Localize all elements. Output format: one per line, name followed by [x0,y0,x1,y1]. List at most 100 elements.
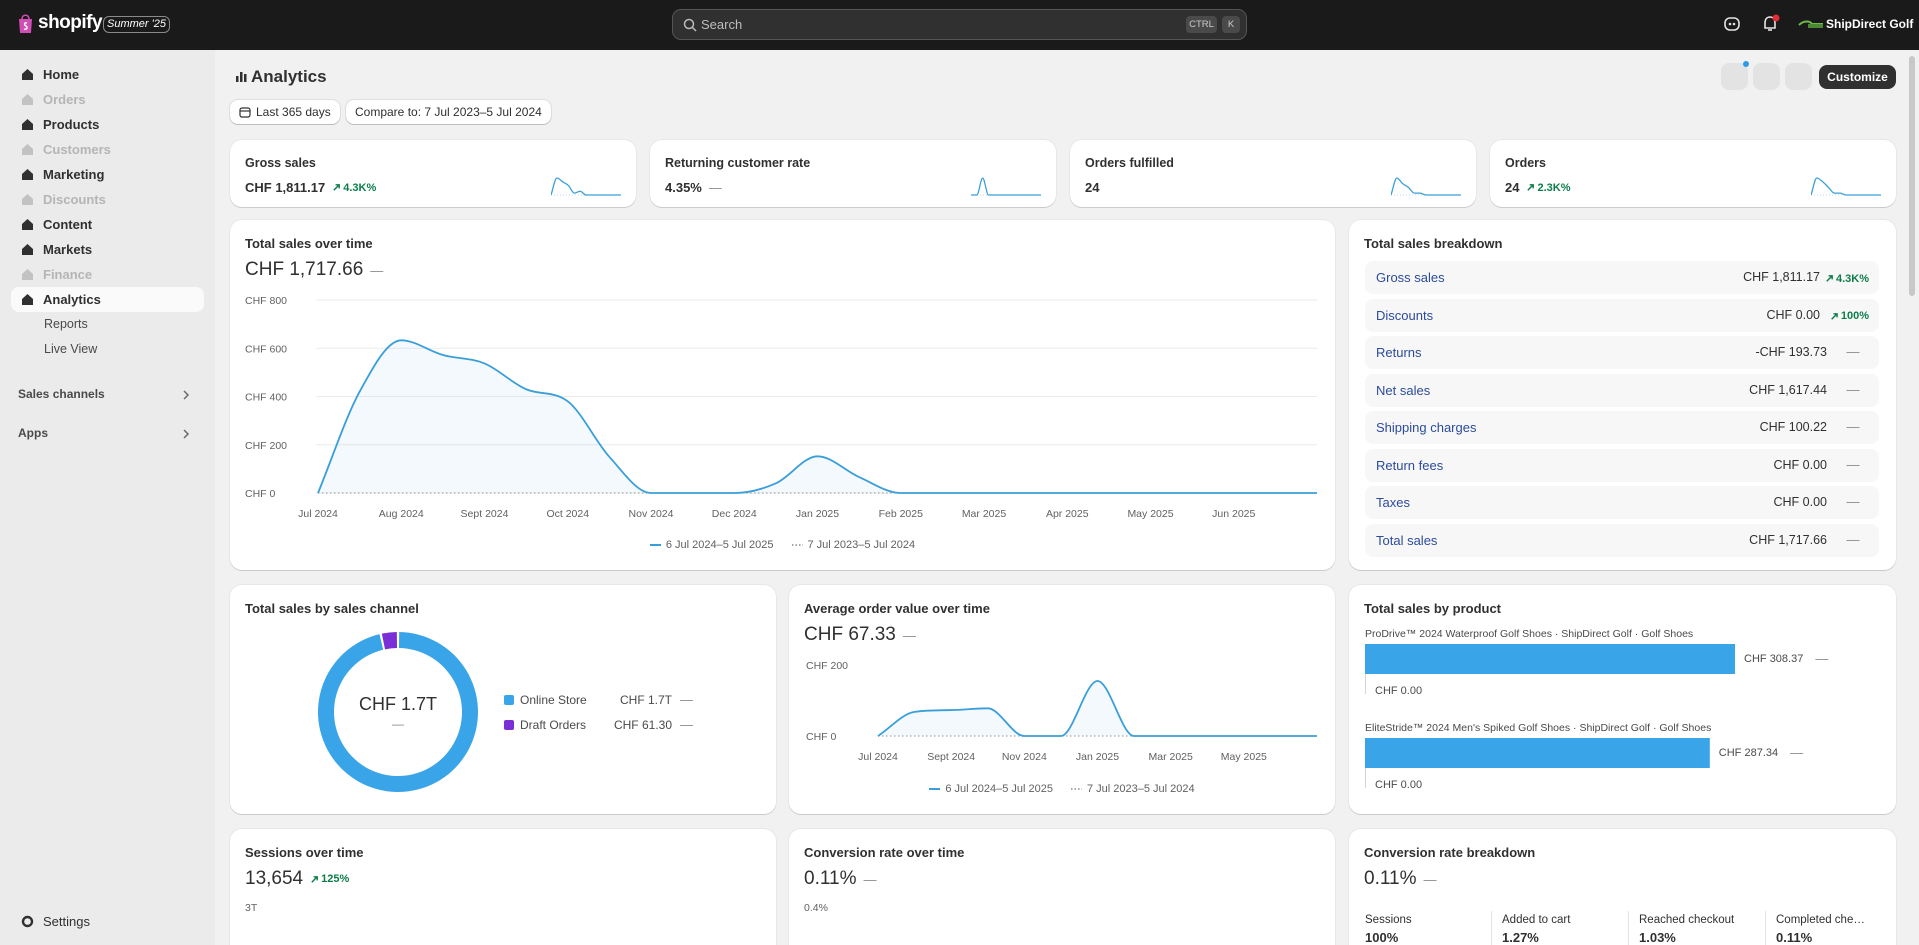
nav-label: Marketing [43,167,105,182]
kpi-card[interactable]: Returning customer rate 4.35% — [650,140,1056,207]
nav-label: Orders [43,92,86,107]
breakdown-label[interactable]: Gross sales [1376,270,1445,285]
settings-icon [21,915,34,928]
icon-button[interactable] [1785,63,1812,90]
calendar-icon [239,107,251,118]
notifications-icon[interactable] [1761,14,1781,34]
breakdown-label[interactable]: Net sales [1376,382,1431,398]
x-tick-label: May 2025 [1221,751,1267,763]
breakdown-label[interactable]: Shipping charges [1376,420,1477,435]
change-indicator: — [1847,344,1860,359]
legend-entry[interactable]: 7 Jul 2023–5 Jul 2024 [791,539,915,551]
y-tick-label: CHF 800 [245,295,287,307]
x-tick-label: Nov 2024 [629,508,674,520]
icon-shape [22,244,33,255]
change-indicator: — [863,872,876,887]
nav-item[interactable]: Markets [11,237,204,262]
breakdown-change-wrap: — [1847,344,1860,359]
change-text: — [1423,871,1437,887]
icon-button[interactable] [1753,63,1780,90]
legend-entry[interactable]: 6 Jul 2024–5 Jul 2025 [649,539,774,551]
sparkline [1811,177,1881,196]
change-indicator: 2.3K% [1526,182,1571,194]
nav-subitem[interactable]: Live View [11,337,204,362]
sparkline-line [1391,177,1461,196]
icon-shape [22,69,33,80]
breakdown-label[interactable]: Taxes [1376,495,1410,510]
arrow-shape [333,184,341,191]
nav-label: Settings [43,914,90,929]
value-row: 4.35% — [665,180,722,195]
change-text: — [902,627,916,643]
customize-button[interactable]: Customize [1819,65,1896,89]
change-text: — [680,692,693,707]
kpi-label: Returning customer rate [665,156,811,170]
chevron [183,429,190,439]
headline-value: 0.11% [804,868,857,889]
icon-button[interactable] [1721,61,1749,90]
search-box[interactable]: Search CTRL K [672,9,1247,40]
nav-label: Markets [43,242,93,257]
breakdown-label[interactable]: Total sales [1376,532,1438,548]
nav-label: Analytics [43,292,101,307]
kpi-label: Orders [1505,156,1546,170]
x-tick-label: Mar 2025 [962,508,1007,520]
trend-arrow [1527,184,1535,191]
step-divider [1765,911,1766,945]
breakdown-label[interactable]: Returns [1376,345,1422,360]
change-indicator: — [1847,457,1860,472]
change-text: — [1846,494,1860,509]
change-indicator: — [1815,651,1828,666]
change-text: — [370,262,384,278]
breakdown-label[interactable]: Return fees [1376,457,1444,473]
kpi-card[interactable]: Orders 24 2.3K% [1490,140,1896,207]
nav-section[interactable]: Sales channels [11,383,204,405]
area-fill [878,680,1317,736]
assistant-icon[interactable] [1723,15,1741,33]
legend-entry[interactable]: 6 Jul 2024–5 Jul 2025 [929,783,1053,795]
x-tick-label: Sept 2024 [927,751,975,763]
value-row: 0.11% — [804,868,876,890]
compare-button[interactable]: Compare to: 7 Jul 2023–5 Jul 2024 [346,100,551,124]
card-title: Conversion rate breakdown [1364,845,1536,860]
search-icon [683,18,697,32]
nav-item: Discounts [11,187,204,212]
nav-item[interactable]: Content [11,212,204,237]
legend-entry[interactable]: 7 Jul 2023–5 Jul 2024 [1071,783,1195,795]
nav-section[interactable]: Apps [11,422,204,444]
shortcut-key: K [1222,16,1240,33]
store-name[interactable]: ShipDirect Golf [1826,17,1914,31]
nav-label: Finance [43,267,93,282]
breakdown-label[interactable]: Discounts [1376,307,1434,323]
step-value: 1.27% [1502,930,1539,945]
breakdown-value: CHF 100.22 [1759,420,1827,434]
breakdown-change-wrap: — [1847,494,1860,509]
arrow-shape [1826,275,1833,282]
nav-settings[interactable]: Settings [11,909,204,934]
legend-label: 6 Jul 2024–5 Jul 2025 [665,539,774,551]
icon-shape [22,169,33,180]
bar [1365,644,1736,674]
breakdown-change-wrap: 4.3K% [1825,271,1869,286]
breakdown-value: CHF 0.00 [1766,307,1821,322]
nav-item[interactable]: Analytics [11,287,204,312]
nav-item[interactable]: Marketing [11,162,204,187]
x-tick-label: Jul 2024 [858,751,898,763]
x-tick-label: Jul 2024 [298,508,338,520]
nav-subitem[interactable]: Reports [11,312,204,337]
sparkline [971,177,1041,196]
donut-chart: CHF 1.7T — [318,632,479,792]
line-chart: CHF 0 CHF 200 Jul 2024 Sept 2024 Nov 2024 Jan… [806,660,1317,763]
kpi-card[interactable]: Orders fulfilled 24 [1070,140,1476,207]
arrow-shape [1527,184,1535,191]
breakdown-row: Net sales CHF 1,617.44 — [1365,373,1879,407]
change-text: — [1846,344,1860,359]
nav-item[interactable]: Home [11,62,204,87]
breakdown-change-wrap: 100% [1830,309,1869,324]
nav-item[interactable]: Products [11,112,204,137]
store-logo [1798,20,1823,28]
step-value: 100% [1365,930,1399,945]
date-range-button[interactable]: Last 365 days [230,100,340,124]
bar-value-row: CHF 308.37 — [1744,651,1828,666]
kpi-card[interactable]: Gross sales CHF 1,811.17 4.3K% [230,140,636,207]
